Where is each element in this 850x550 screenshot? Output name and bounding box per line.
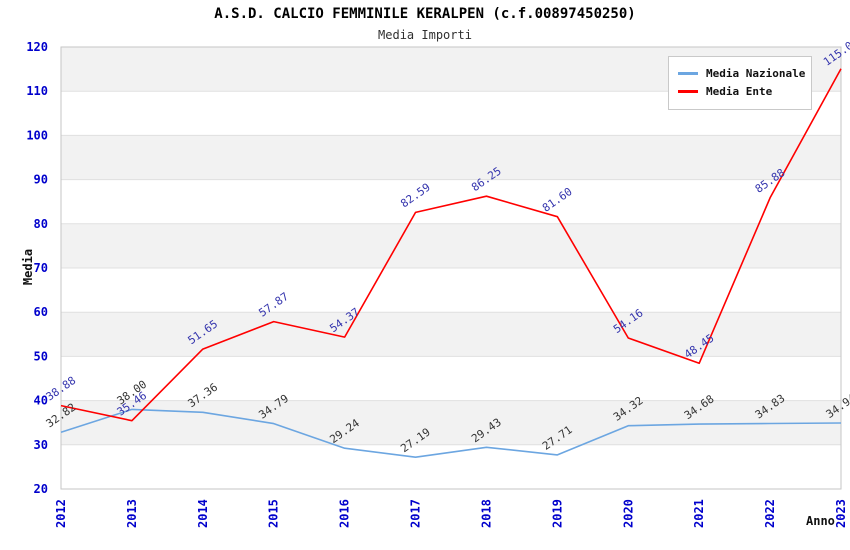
x-tick-label: 2018 — [479, 499, 493, 528]
y-tick-label: 70 — [34, 261, 48, 275]
grid-band — [61, 223, 841, 268]
grid-band — [61, 312, 841, 357]
x-tick-label: 2012 — [54, 499, 68, 528]
legend-swatch — [678, 72, 698, 75]
y-tick-label: 60 — [34, 305, 48, 319]
chart-title: A.S.D. CALCIO FEMMINILE KERALPEN (c.f.00… — [214, 6, 636, 22]
y-tick-label: 90 — [34, 173, 48, 187]
y-tick-label: 120 — [26, 40, 48, 54]
legend-label: Media Ente — [706, 85, 773, 98]
legend-swatch — [678, 90, 698, 93]
plot-border — [60, 46, 842, 490]
x-tick-label: 2016 — [338, 499, 352, 528]
x-tick-label: 2020 — [621, 499, 635, 528]
legend-label: Media Nazionale — [706, 67, 806, 80]
y-tick-label: 50 — [34, 349, 48, 363]
y-axis-title: Media — [21, 248, 35, 286]
x-axis-title: Anno — [806, 514, 835, 528]
y-tick-label: 30 — [34, 438, 48, 452]
x-tick-label: 2013 — [125, 499, 139, 528]
x-tick-label: 2021 — [692, 499, 706, 528]
chart-subtitle: Media Importi — [378, 28, 472, 42]
series-line-media-ente — [60, 68, 842, 422]
x-tick-label: 2015 — [267, 499, 281, 528]
series-line-media-nazionale — [60, 408, 842, 459]
grid-band — [61, 400, 841, 445]
y-tick-label: 20 — [34, 482, 48, 496]
x-tick-label: 2014 — [196, 499, 210, 528]
x-tick-label: 2019 — [550, 499, 564, 528]
x-tick-label: 2023 — [834, 499, 848, 528]
x-tick-label: 2022 — [763, 499, 777, 528]
legend-item-media-nazionale: Media Nazionale — [678, 67, 806, 80]
grid-band — [61, 135, 841, 180]
y-tick-label: 100 — [26, 128, 48, 142]
y-tick-label: 40 — [34, 394, 48, 408]
legend: Media Nazionale Media Ente — [668, 56, 812, 110]
legend-item-media-ente: Media Ente — [678, 85, 802, 98]
data-label: 82.59 — [398, 181, 433, 211]
y-tick-label: 80 — [34, 217, 48, 231]
data-label: 81.60 — [540, 185, 575, 215]
y-tick-label: 110 — [26, 84, 48, 98]
x-tick-label: 2017 — [409, 499, 423, 528]
